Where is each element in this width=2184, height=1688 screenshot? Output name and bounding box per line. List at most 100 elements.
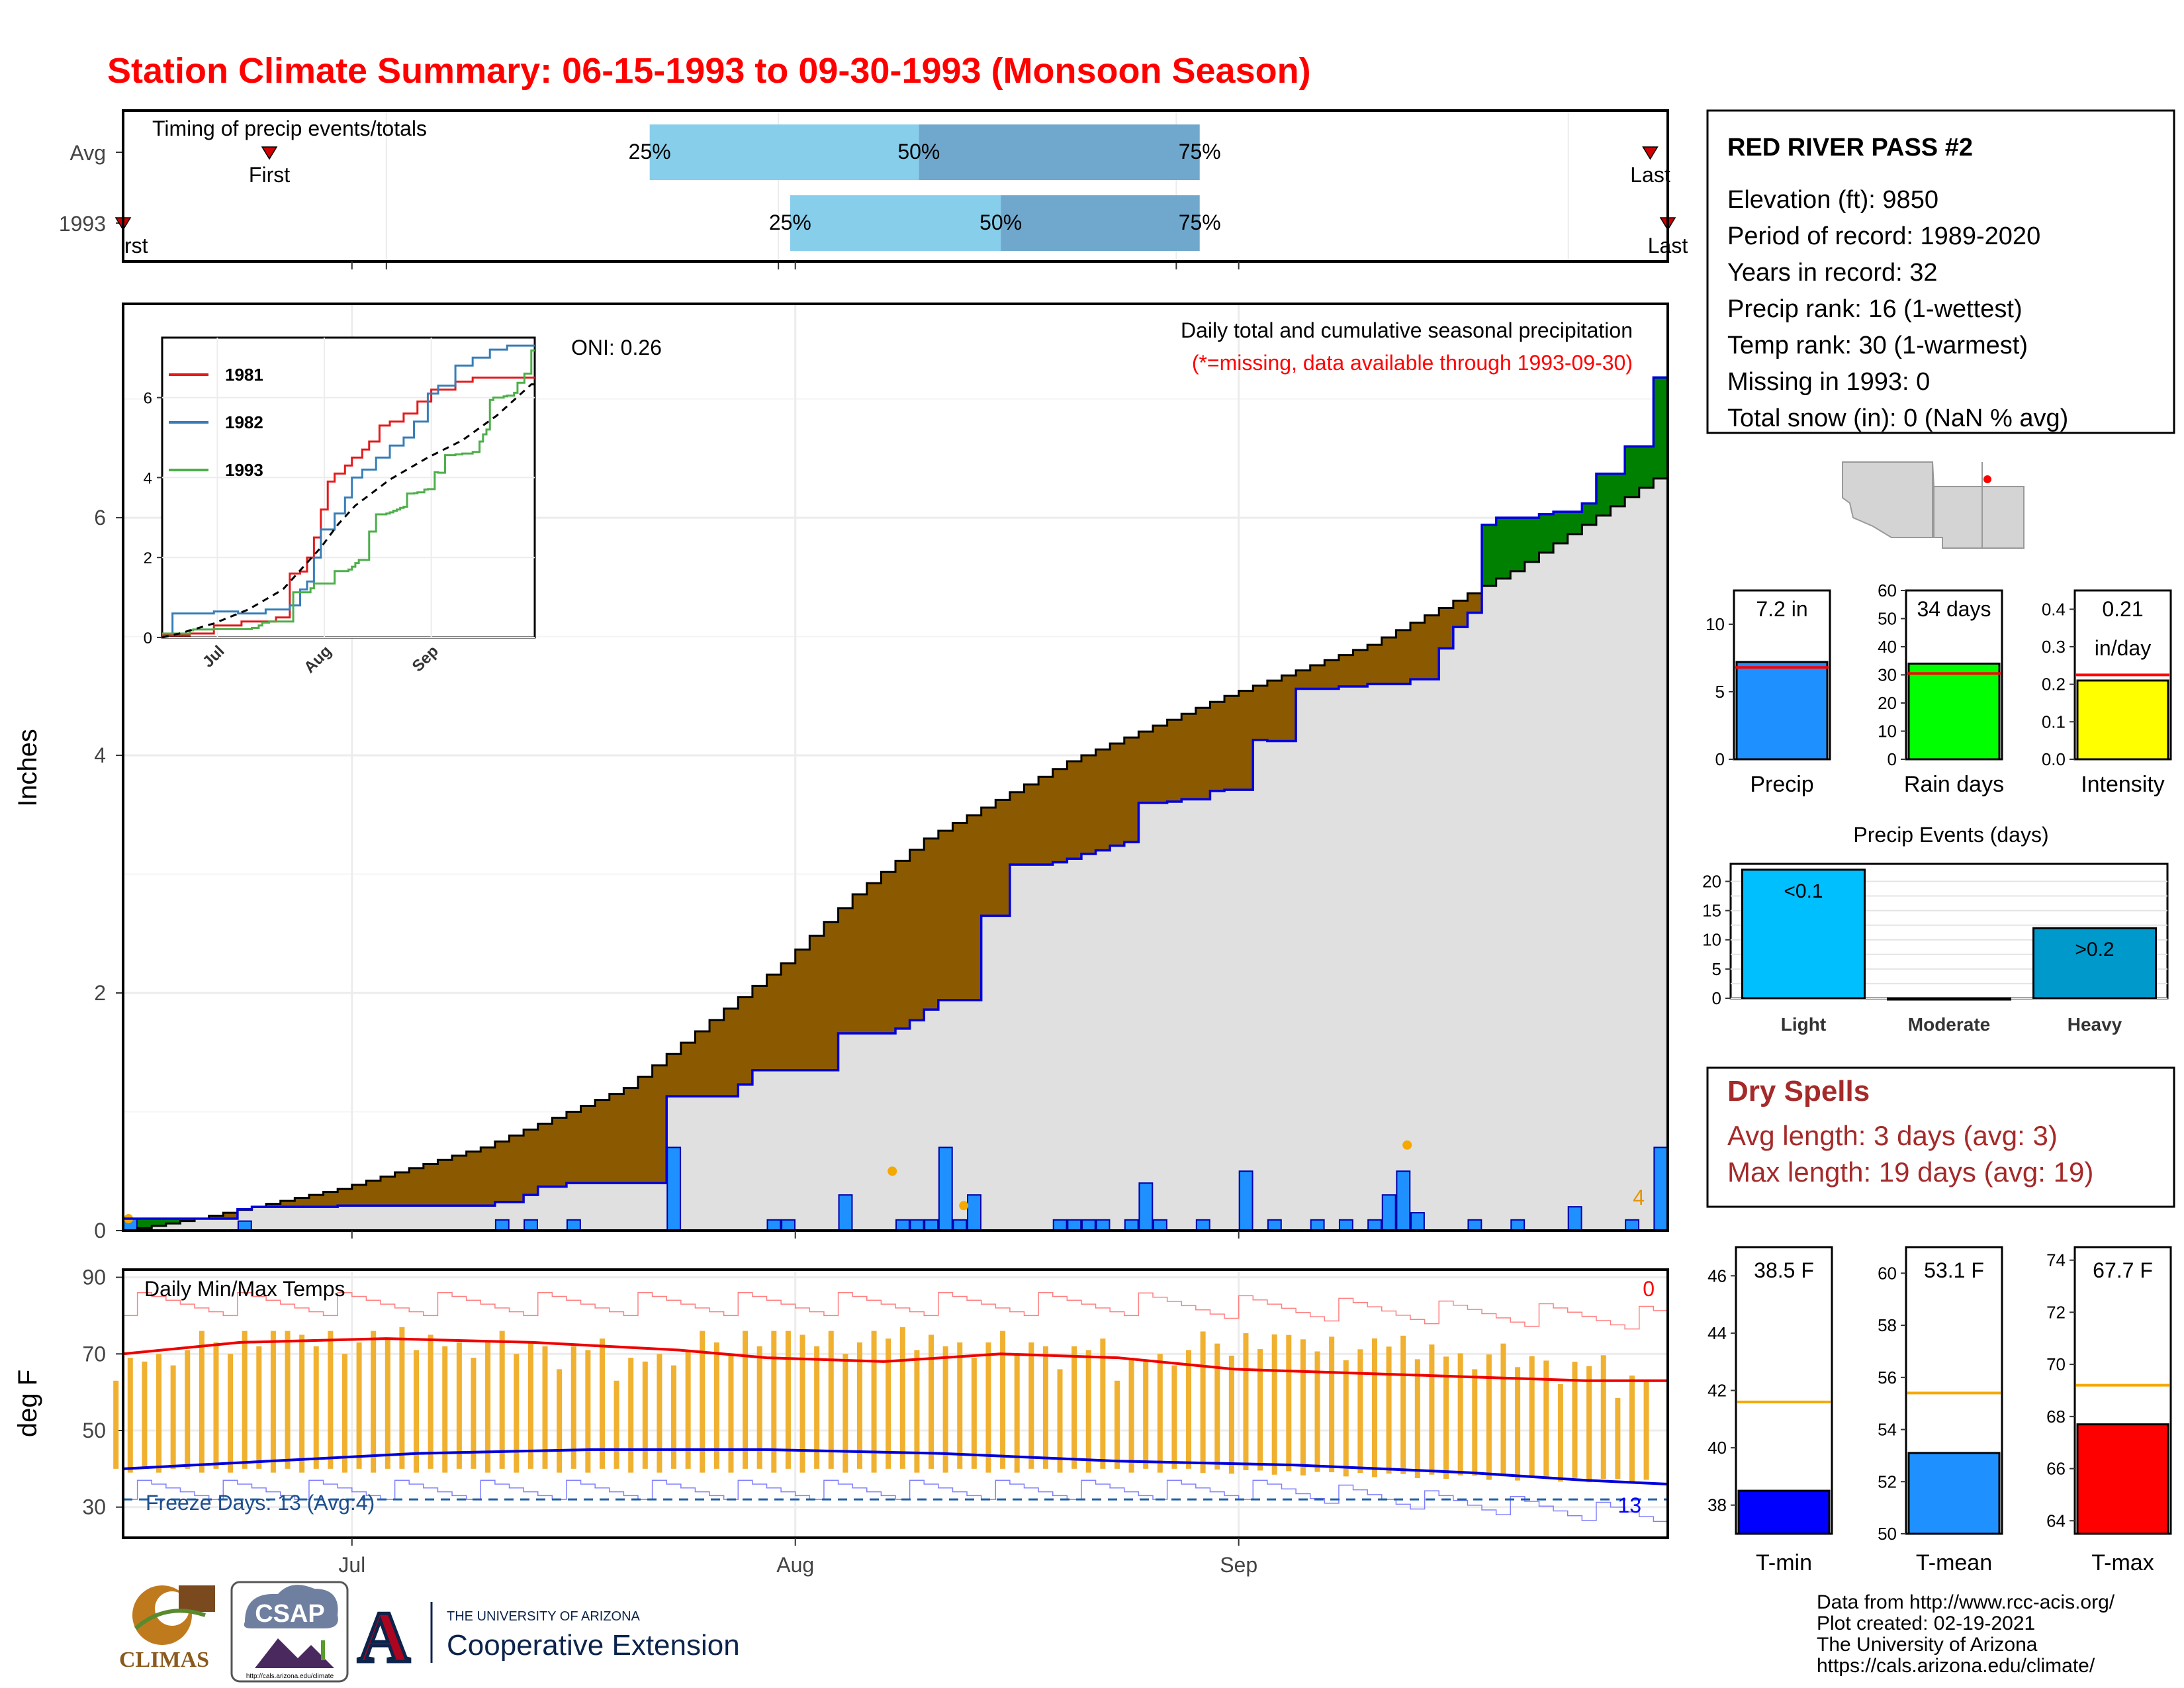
- daily-temp-range-bar: [527, 1342, 533, 1469]
- precip-subheader: (*=missing, data available through 1993-…: [1192, 351, 1633, 375]
- temp-bar-value: [1907, 1452, 2001, 1535]
- daily-temp-range-bar: [328, 1331, 334, 1469]
- events-tick-label: 20: [1702, 871, 1721, 891]
- temp-bar-tick-label: 72: [2046, 1302, 2066, 1322]
- precip-surplus-area: [1596, 473, 1612, 516]
- timing-row-1993-label: 1993: [59, 212, 106, 236]
- precip-deficit-area: [537, 1123, 553, 1187]
- precip-deficit-area: [1310, 665, 1325, 689]
- temp-bar-tick-label: 54: [1878, 1420, 1897, 1440]
- daily-temp-range-bar: [1128, 1358, 1134, 1473]
- mini-bar-tick-label: 0: [1888, 749, 1897, 769]
- precip-deficit-area: [1296, 670, 1311, 689]
- daily-temp-range-bar: [1100, 1338, 1106, 1469]
- daily-temp-range-bar: [1515, 1367, 1521, 1481]
- precip-deficit-area: [909, 849, 925, 1021]
- inset-xtick-label: Aug: [300, 642, 335, 677]
- precip-surplus-area: [1582, 503, 1597, 525]
- daily-temp-range-bar: [228, 1354, 234, 1473]
- temp-ytick-label: 50: [82, 1419, 106, 1442]
- mini-bar-tick-label: 0.1: [2042, 712, 2066, 731]
- inset-average-line: [161, 383, 535, 639]
- timing-iqr-lower-bar: [790, 195, 1001, 251]
- inset-ytick-label: 2: [144, 549, 152, 567]
- precip-deficit-area: [480, 1147, 496, 1206]
- precip-deficit-area: [695, 1031, 710, 1097]
- inset-series-1982: [162, 344, 535, 635]
- precip-deficit-area: [981, 808, 996, 916]
- precip-deficit-area: [295, 1197, 310, 1207]
- temp-bar-value-label: 53.1 F: [1924, 1258, 1984, 1282]
- daily-temp-range-bar: [957, 1342, 963, 1469]
- daily-temp-range-bar: [1643, 1380, 1649, 1480]
- precip-surplus-area: [1653, 377, 1668, 479]
- precip-deficit-area: [423, 1164, 439, 1206]
- temp-bar-category-label: T-min: [1756, 1550, 1812, 1575]
- daily-precip-bar: [1081, 1219, 1096, 1232]
- daily-temp-range-bar: [1114, 1380, 1120, 1469]
- daily-temp-range-bar: [1271, 1334, 1277, 1475]
- temp-bar-tick-label: 42: [1707, 1381, 1727, 1401]
- mini-bar-category-label: Rain days: [1904, 772, 2004, 797]
- daily-temp-range-bar: [399, 1327, 405, 1469]
- timing-last-marker: [1642, 146, 1659, 160]
- daily-temp-range-bar: [1257, 1349, 1263, 1471]
- ua-small-name: THE UNIVERSITY OF ARIZONA: [447, 1609, 641, 1624]
- mini-bar-value: [1907, 663, 2001, 761]
- precip-surplus-area: [1510, 518, 1525, 571]
- precip-deficit-area: [666, 1054, 682, 1097]
- daily-temp-range-bar: [899, 1327, 905, 1469]
- precip-deficit-area: [752, 986, 768, 1070]
- events-bar: [2032, 927, 2157, 1000]
- mini-bar-value: [2076, 679, 2169, 761]
- daily-temp-range-bar: [1472, 1369, 1478, 1476]
- precip-deficit-area: [381, 1176, 396, 1206]
- daily-precip-bar: [237, 1220, 252, 1231]
- daily-precip-bar: [1338, 1219, 1353, 1232]
- month-axis: Jul Aug Sep: [338, 261, 1257, 1577]
- daily-temp-range-bar: [671, 1365, 677, 1469]
- precip-deficit-area: [938, 831, 954, 1000]
- precip-deficit-area: [1110, 743, 1125, 846]
- cumulative-average-line: [123, 477, 1668, 1232]
- precip-deficit-area: [1253, 685, 1268, 740]
- daily-precip-bar: [523, 1219, 538, 1232]
- daily-precip-bar: [924, 1219, 939, 1232]
- precip-deficit-area: [995, 800, 1011, 916]
- station-name: RED RIVER PASS #2: [1727, 134, 1973, 162]
- daily-temp-range-bar: [199, 1331, 205, 1473]
- precip-surplus-area: [137, 1219, 152, 1229]
- timing-quantile-label: 50%: [897, 140, 940, 164]
- record-high-line: [123, 1291, 1668, 1330]
- precip-panel: 0 2 4 6 0 2 4 6 Jul Aug Sep 1981 1982 1993 Daily tot…: [13, 303, 1669, 1243]
- footer-line-1: Data from http://www.rcc-acis.org/: [1817, 1591, 2115, 1613]
- daily-temp-range-bar: [942, 1346, 948, 1473]
- mini-bar-unit-label: in/day: [2095, 636, 2151, 660]
- daily-temp-range-bar: [743, 1331, 749, 1469]
- daily-precip-bar: [1510, 1219, 1525, 1232]
- month-axis-label: Jul: [338, 1553, 365, 1577]
- precip-deficit-area: [1338, 655, 1354, 686]
- mini-bar-tick-label: 5: [1715, 682, 1725, 702]
- missing-count: 4: [1633, 1186, 1645, 1209]
- footer-credits: Data from http://www.rcc-acis.org/ Plot …: [1817, 1591, 2115, 1677]
- timing-label: Timing of precip events/totals: [152, 117, 427, 140]
- daily-temp-range-bar: [1286, 1335, 1292, 1472]
- precip-deficit-area: [1095, 749, 1111, 851]
- dry-spells-max: Max length: 19 days (avg: 19): [1727, 1156, 2093, 1188]
- daily-temp-range-bar: [299, 1335, 305, 1473]
- daily-temp-range-bar: [570, 1346, 576, 1469]
- daily-temp-range-bar: [1042, 1346, 1048, 1469]
- station-years: Years in record: 32: [1727, 259, 1938, 287]
- daily-temp-range-bar: [156, 1354, 162, 1473]
- events-bar: [1887, 997, 2011, 1001]
- mini-bar-value: [1735, 661, 1829, 761]
- precip-events-title: Precip Events (days): [1853, 823, 2048, 847]
- inset-legend-label: 1982: [225, 412, 263, 432]
- precip-deficit-area: [1439, 608, 1454, 649]
- precip-deficit-area: [1210, 702, 1225, 791]
- precip-deficit-area: [1153, 726, 1168, 803]
- daily-temp-range-bar: [371, 1331, 377, 1473]
- daily-precip-bar: [1238, 1170, 1253, 1232]
- precip-deficit-area: [437, 1160, 453, 1206]
